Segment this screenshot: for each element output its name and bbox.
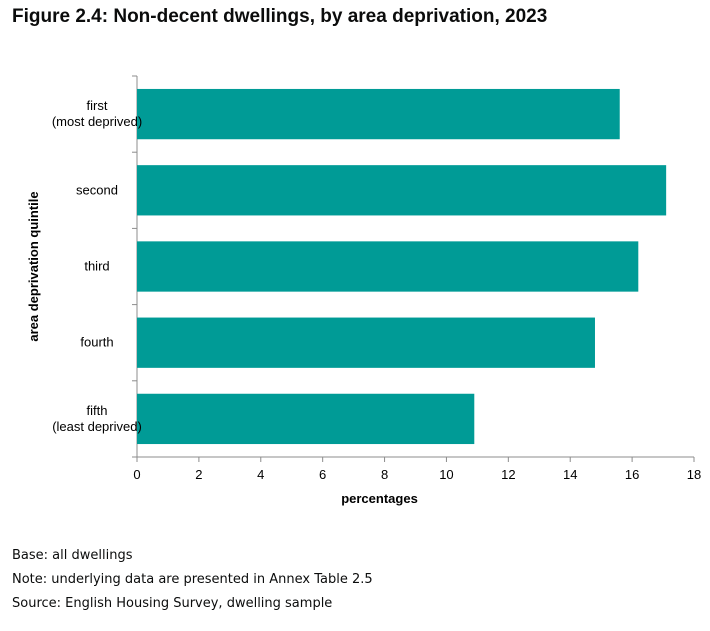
y-axis-title: area deprivation quintile (26, 191, 41, 341)
figure-title: Figure 2.4: Non-decent dwellings, by are… (12, 6, 548, 27)
x-axis-title: percentages (341, 491, 418, 506)
x-tick-label: 12 (501, 467, 515, 482)
x-tick-label: 0 (133, 467, 140, 482)
x-tick-label: 16 (625, 467, 639, 482)
bar-first (137, 88, 620, 140)
x-tick-label: 4 (257, 467, 264, 482)
category-label: fourth (80, 335, 113, 350)
category-label: (most deprived) (52, 114, 142, 129)
x-tick-label: 10 (439, 467, 453, 482)
category-label: (least deprived) (52, 419, 142, 434)
x-tick-label: 2 (195, 467, 202, 482)
x-tick-label: 18 (687, 467, 701, 482)
category-label: first (87, 98, 108, 113)
x-tick-label: 14 (563, 467, 577, 482)
x-tick-label: 6 (319, 467, 326, 482)
source-note: Source: English Housing Survey, dwelling… (12, 596, 333, 611)
bar-third (137, 241, 639, 292)
bar-fifth (137, 393, 475, 445)
base-note: Base: all dwellings (12, 548, 133, 563)
category-label: second (76, 182, 118, 197)
category-label: fifth (87, 403, 108, 418)
category-label: third (84, 259, 109, 274)
bar-fourth (137, 317, 595, 368)
bar-second (137, 165, 667, 216)
x-tick-label: 8 (381, 467, 388, 482)
data-note: Note: underlying data are presented in A… (12, 572, 373, 587)
bar-chart: first(most deprived) second third fourth fif… (26, 75, 701, 506)
figure-notes: Base: all dwellings Note: underlying dat… (12, 548, 373, 620)
